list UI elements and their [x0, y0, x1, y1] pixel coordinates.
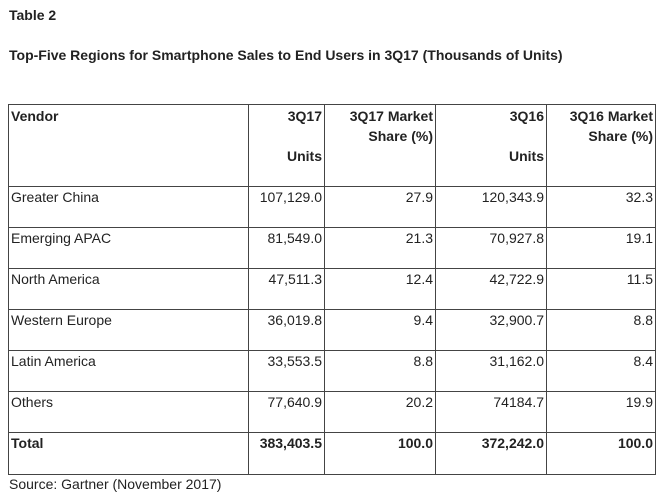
cell-total-3q17-share: 100.0: [324, 432, 436, 475]
cell-3q16-share: 32.3: [546, 186, 656, 228]
cell-vendor: Others: [8, 391, 249, 433]
cell-3q17-share: 8.8: [324, 350, 436, 392]
cell-vendor: Greater China: [8, 186, 249, 228]
cell-3q17-share: 20.2: [324, 391, 436, 433]
header-3q16-share-label: 3Q16 Market Share (%): [569, 108, 653, 144]
table-row: Western Europe 36,019.8 9.4 32,900.7 8.8: [8, 309, 656, 351]
table-row: Emerging APAC 81,549.0 21.3 70,927.8 19.…: [8, 227, 656, 269]
cell-3q16-units: 74184.7: [435, 391, 547, 433]
header-3q17-share-label: 3Q17 Market Share (%): [349, 108, 433, 144]
cell-3q17-share: 9.4: [324, 309, 436, 351]
header-3q16-units-top: 3Q16: [509, 108, 544, 124]
cell-3q17-units: 36,019.8: [248, 309, 325, 351]
cell-3q17-share: 27.9: [324, 186, 436, 228]
cell-vendor: Latin America: [8, 350, 249, 392]
cell-3q17-units: 33,553.5: [248, 350, 325, 392]
cell-3q17-units: 107,129.0: [248, 186, 325, 228]
source-note: Source: Gartner (November 2017): [9, 476, 222, 492]
table-heading: Top-Five Regions for Smartphone Sales to…: [9, 47, 563, 63]
table-total-row: Total 383,403.5 100.0 372,242.0 100.0: [8, 432, 656, 475]
cell-3q16-share: 8.8: [546, 309, 656, 351]
cell-vendor: North America: [8, 268, 249, 310]
table-header-row: Vendor 3Q17 Units 3Q17 Market Share (%) …: [8, 104, 656, 187]
header-3q16-units-bottom: Units: [509, 148, 544, 164]
cell-3q16-share: 19.1: [546, 227, 656, 269]
cell-3q17-share: 21.3: [324, 227, 436, 269]
header-3q17-units: 3Q17 Units: [248, 104, 325, 187]
cell-total-3q17-units: 383,403.5: [248, 432, 325, 475]
header-3q16-share: 3Q16 Market Share (%): [546, 104, 656, 187]
cell-3q17-share: 12.4: [324, 268, 436, 310]
cell-vendor: Western Europe: [8, 309, 249, 351]
cell-total-3q16-units: 372,242.0: [435, 432, 547, 475]
table-row: Others 77,640.9 20.2 74184.7 19.9: [8, 391, 656, 433]
cell-3q17-units: 77,640.9: [248, 391, 325, 433]
cell-3q16-units: 32,900.7: [435, 309, 547, 351]
cell-3q16-share: 8.4: [546, 350, 656, 392]
cell-3q16-share: 11.5: [546, 268, 656, 310]
table-row: North America 47,511.3 12.4 42,722.9 11.…: [8, 268, 656, 310]
header-vendor: Vendor: [8, 104, 249, 187]
cell-3q16-share: 19.9: [546, 391, 656, 433]
table-row: Latin America 33,553.5 8.8 31,162.0 8.4: [8, 350, 656, 392]
cell-3q17-units: 81,549.0: [248, 227, 325, 269]
table-row: Greater China 107,129.0 27.9 120,343.9 3…: [8, 186, 656, 228]
cell-total-label: Total: [8, 432, 249, 475]
header-3q17-share: 3Q17 Market Share (%): [324, 104, 436, 187]
header-3q16-units: 3Q16 Units: [435, 104, 547, 187]
regions-table: Vendor 3Q17 Units 3Q17 Market Share (%) …: [8, 104, 656, 475]
table-caption: Table 2: [9, 7, 57, 23]
cell-3q16-units: 120,343.9: [435, 186, 547, 228]
cell-3q16-units: 42,722.9: [435, 268, 547, 310]
cell-3q17-units: 47,511.3: [248, 268, 325, 310]
header-3q17-units-top: 3Q17: [287, 108, 322, 124]
header-3q17-units-bottom: Units: [287, 148, 322, 164]
cell-3q16-units: 70,927.8: [435, 227, 547, 269]
cell-3q16-units: 31,162.0: [435, 350, 547, 392]
cell-total-3q16-share: 100.0: [546, 432, 656, 475]
cell-vendor: Emerging APAC: [8, 227, 249, 269]
